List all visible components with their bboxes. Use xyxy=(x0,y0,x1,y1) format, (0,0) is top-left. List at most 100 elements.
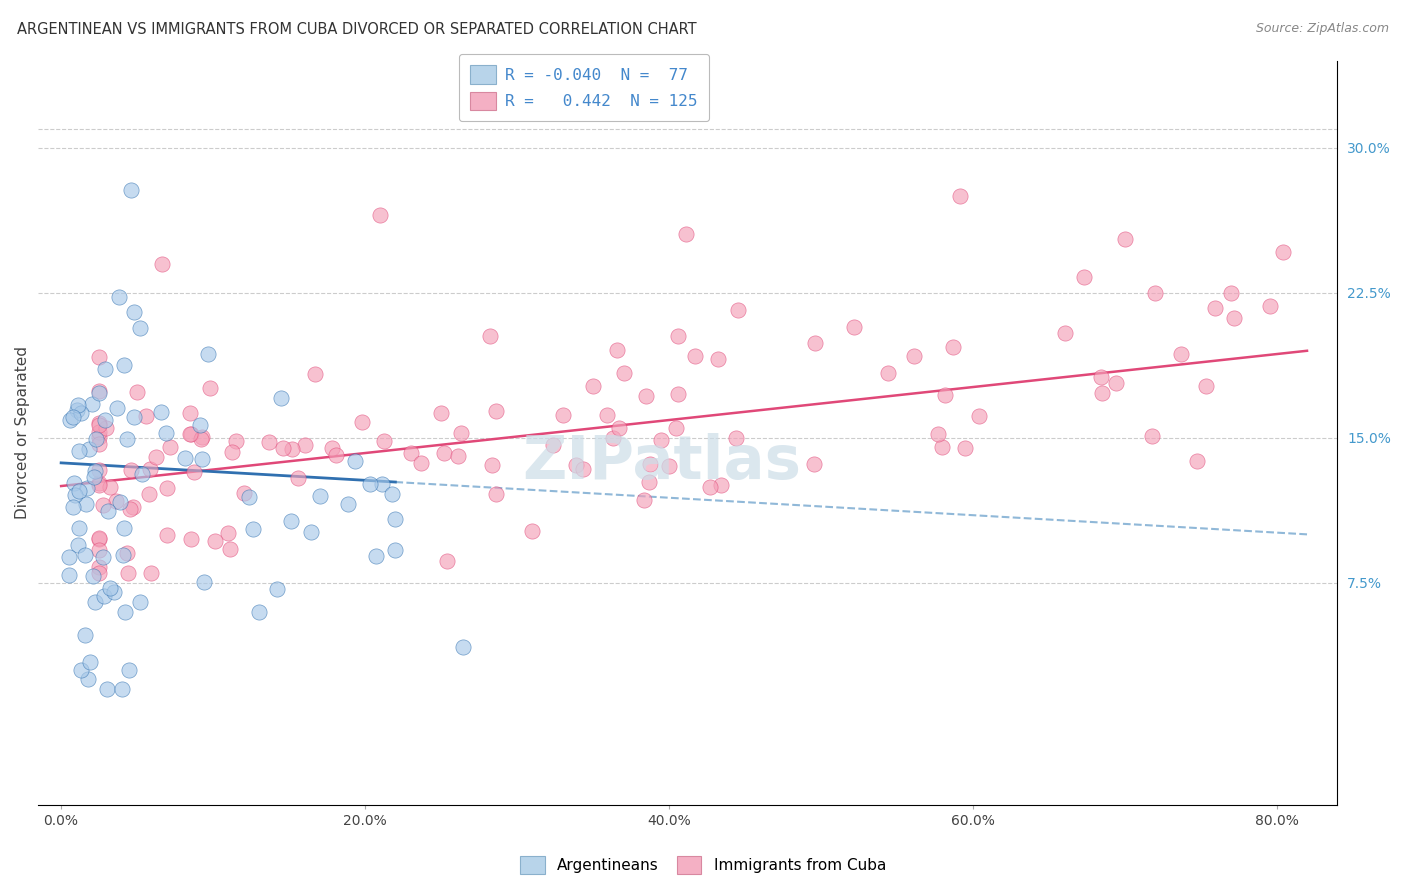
Point xyxy=(103,585,125,599)
Point xyxy=(280,514,302,528)
Point xyxy=(89,386,111,401)
Point xyxy=(112,548,135,562)
Point xyxy=(953,441,976,455)
Point xyxy=(190,432,212,446)
Point xyxy=(325,448,347,462)
Point xyxy=(139,462,162,476)
Point xyxy=(270,391,292,405)
Point xyxy=(70,663,93,677)
Point xyxy=(69,406,91,420)
Point xyxy=(364,549,387,564)
Point xyxy=(87,430,110,444)
Point xyxy=(658,458,681,473)
Point xyxy=(73,548,96,562)
Point xyxy=(190,418,212,433)
Point xyxy=(481,458,503,473)
Point xyxy=(98,480,121,494)
Point xyxy=(304,368,326,382)
Point xyxy=(602,431,624,445)
Point xyxy=(96,681,118,696)
Point xyxy=(384,542,406,557)
Point xyxy=(87,350,110,364)
Point xyxy=(87,425,110,439)
Point xyxy=(565,458,588,472)
Point xyxy=(121,500,143,514)
Point xyxy=(93,589,115,603)
Point xyxy=(129,595,152,609)
Point xyxy=(218,542,240,557)
Point xyxy=(675,227,697,242)
Point xyxy=(371,476,394,491)
Point xyxy=(931,441,953,455)
Point xyxy=(373,434,395,449)
Point xyxy=(87,560,110,574)
Point xyxy=(190,430,212,444)
Point xyxy=(217,525,239,540)
Point xyxy=(633,492,655,507)
Point xyxy=(221,445,243,459)
Point xyxy=(105,493,128,508)
Point xyxy=(450,425,472,440)
Point xyxy=(120,463,142,477)
Point xyxy=(117,566,139,580)
Point xyxy=(321,441,343,455)
Point xyxy=(111,681,134,696)
Point xyxy=(179,407,201,421)
Point xyxy=(699,480,721,494)
Point xyxy=(66,538,89,552)
Point xyxy=(198,381,221,395)
Point xyxy=(359,476,381,491)
Point xyxy=(83,464,105,478)
Point xyxy=(337,497,360,511)
Point xyxy=(903,349,925,363)
Point xyxy=(150,257,173,271)
Point xyxy=(606,343,628,357)
Point xyxy=(1114,232,1136,246)
Point xyxy=(1090,370,1112,384)
Point xyxy=(1220,285,1243,300)
Point xyxy=(93,362,115,376)
Point xyxy=(174,450,197,465)
Point xyxy=(87,384,110,399)
Point xyxy=(637,475,659,489)
Point xyxy=(430,406,453,420)
Point xyxy=(683,349,706,363)
Point xyxy=(77,673,100,687)
Point xyxy=(803,457,825,471)
Point xyxy=(118,501,141,516)
Point xyxy=(572,462,595,476)
Point xyxy=(1140,428,1163,442)
Point xyxy=(401,446,423,460)
Point xyxy=(180,533,202,547)
Point xyxy=(384,512,406,526)
Point xyxy=(87,437,110,451)
Point xyxy=(281,442,304,457)
Point xyxy=(727,302,749,317)
Point xyxy=(87,418,110,433)
Point xyxy=(107,401,129,416)
Point xyxy=(114,605,136,619)
Point xyxy=(145,450,167,465)
Point xyxy=(551,408,574,422)
Point xyxy=(271,441,294,455)
Point xyxy=(803,336,825,351)
Point xyxy=(120,183,142,197)
Point xyxy=(1272,245,1295,260)
Point xyxy=(249,606,271,620)
Point xyxy=(242,522,264,536)
Point xyxy=(83,470,105,484)
Point xyxy=(638,457,661,471)
Point xyxy=(115,432,138,446)
Point xyxy=(139,566,162,580)
Point xyxy=(666,329,689,343)
Point xyxy=(1222,311,1244,326)
Point xyxy=(266,582,288,596)
Point xyxy=(343,453,366,467)
Point xyxy=(159,440,181,454)
Point xyxy=(665,420,688,434)
Point xyxy=(87,476,110,491)
Y-axis label: Divorced or Separated: Divorced or Separated xyxy=(15,346,30,519)
Point xyxy=(478,329,501,343)
Point xyxy=(197,347,219,361)
Point xyxy=(842,320,865,334)
